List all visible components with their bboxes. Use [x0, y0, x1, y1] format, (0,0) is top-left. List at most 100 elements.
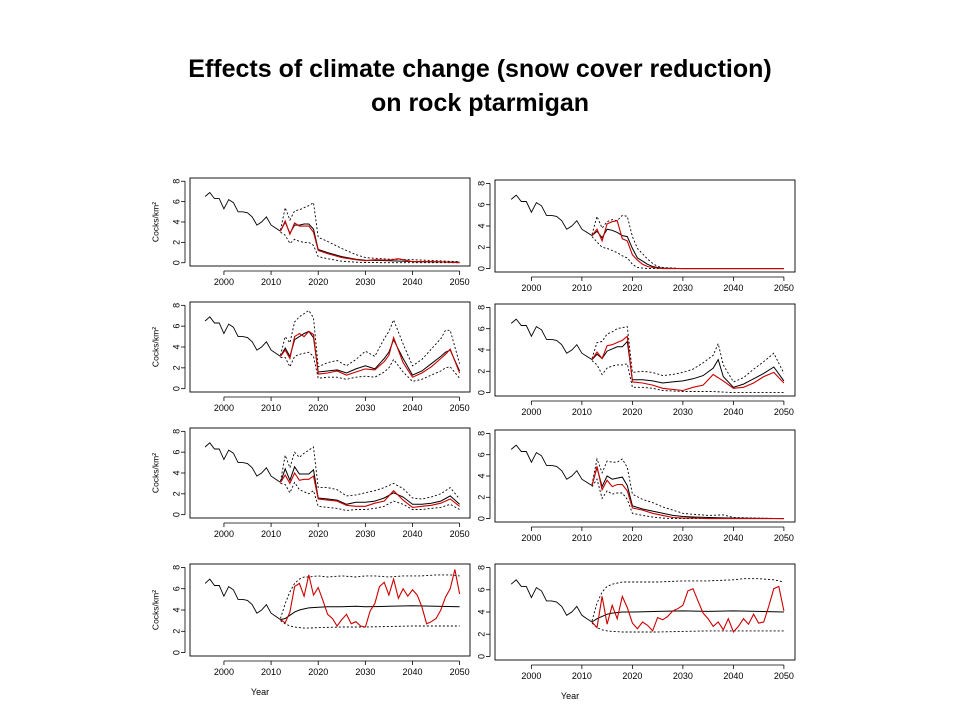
y-tick-label: 4 — [171, 607, 181, 612]
x-axis-label: Year — [251, 687, 269, 697]
y-tick-label: 0 — [171, 512, 181, 517]
chart-svg: 2000 2010 2020 2030 2040 2050 0 2 4 6 8 — [476, 179, 796, 293]
y-tick-label: 0 — [476, 266, 486, 271]
observed-line — [204, 442, 281, 483]
observed-line — [204, 578, 281, 620]
chart-panel-row3-right: 2000 2010 2020 2030 2040 2050 0 2 4 6 8 — [476, 422, 810, 557]
x-tick-label: 2020 — [308, 403, 328, 413]
simulation-line — [280, 471, 460, 508]
y-tick-label: 2 — [171, 629, 181, 634]
x-tick-label: 2020 — [308, 529, 328, 539]
x-tick-label: 2040 — [402, 277, 422, 287]
x-tick-label: 2000 — [214, 403, 234, 413]
x-tick-label: 2000 — [521, 407, 541, 417]
chart-svg: 2000 2010 2020 2030 2040 2050 0 2 4 6 8 Cocks/km² — [150, 177, 471, 287]
y-tick-label: 6 — [171, 586, 181, 591]
x-tick-label: 2050 — [774, 283, 794, 293]
x-tick-label: 2010 — [572, 671, 592, 681]
page-title-line1: Effects of climate change (snow cover re… — [188, 55, 772, 83]
x-tick-label: 2030 — [355, 667, 375, 677]
y-axis-label: Cocks/km² — [150, 453, 160, 493]
y-tick-label: 4 — [476, 473, 486, 478]
lower-line — [591, 360, 784, 394]
x-tick-label: 2010 — [261, 277, 281, 287]
y-tick-label: 8 — [476, 565, 486, 570]
y-tick-label: 2 — [476, 369, 486, 374]
chart-svg: 2000 2010 2020 2030 2040 2050 0 2 4 6 8 Cocks/km² — [150, 427, 471, 539]
x-tick-label: 2010 — [572, 407, 592, 417]
chart-panel-row1-left: 2000 2010 2020 2030 2040 2050 0 2 4 6 8 Cocks/km² — [140, 170, 480, 290]
lower-line — [280, 481, 460, 511]
x-tick-label: 2030 — [355, 277, 375, 287]
mean-line — [591, 465, 784, 520]
observed-line — [510, 579, 593, 623]
y-tick-label: 2 — [476, 245, 486, 250]
y-axis-label: Cocks/km² — [150, 590, 160, 630]
simulation-line — [280, 219, 460, 264]
y-tick-label: 6 — [476, 587, 486, 592]
y-tick-label: 6 — [476, 326, 486, 331]
observed-line — [204, 316, 281, 357]
y-axis-label: Cocks/km² — [150, 202, 160, 242]
lower-line — [591, 236, 784, 270]
y-tick-label: 6 — [476, 452, 486, 457]
x-tick-label: 2030 — [355, 529, 375, 539]
chart-panel-row3-left: 2000 2010 2020 2030 2040 2050 0 2 4 6 8 Cocks/km² — [140, 420, 480, 550]
x-tick-label: 2010 — [572, 533, 592, 543]
chart-svg: 2000 2010 2020 2030 2040 2050 0 2 4 6 8 — [476, 429, 796, 543]
y-tick-label: 4 — [476, 223, 486, 228]
simulation-line — [591, 220, 784, 270]
y-tick-label: 0 — [171, 650, 181, 655]
upper-line — [280, 201, 460, 263]
x-tick-label: 2040 — [402, 667, 422, 677]
x-tick-label: 2020 — [308, 277, 328, 287]
x-tick-label: 2030 — [673, 533, 693, 543]
page-title: Effects of climate change (snow cover re… — [0, 52, 960, 120]
x-tick-label: 2020 — [622, 671, 642, 681]
x-tick-label: 2040 — [402, 529, 422, 539]
x-tick-label: 2010 — [261, 403, 281, 413]
chart-panel-row2-right: 2000 2010 2020 2030 2040 2050 0 2 4 6 8 — [476, 296, 810, 431]
plot-frame — [189, 427, 471, 519]
x-tick-label: 2040 — [723, 283, 743, 293]
x-tick-label: 2040 — [723, 671, 743, 681]
upper-line — [591, 457, 784, 520]
plot-frame — [494, 563, 796, 661]
lower-line — [280, 231, 460, 264]
plot-frame — [494, 179, 796, 273]
y-tick-label: 0 — [171, 386, 181, 391]
x-tick-label: 2000 — [521, 671, 541, 681]
chart-panel-row2-left: 2000 2010 2020 2030 2040 2050 0 2 4 6 8 Cocks/km² — [140, 294, 480, 424]
mean-line — [591, 610, 784, 623]
x-tick-label: 2000 — [521, 283, 541, 293]
x-tick-label: 2030 — [355, 403, 375, 413]
y-tick-label: 4 — [171, 219, 181, 224]
upper-line — [280, 446, 460, 500]
upper-line — [591, 326, 785, 383]
x-tick-label: 2050 — [774, 533, 794, 543]
x-tick-label: 2020 — [622, 407, 642, 417]
lower-line — [280, 351, 460, 382]
mean-line — [280, 330, 461, 376]
x-tick-label: 2010 — [261, 667, 281, 677]
lower-line — [591, 622, 784, 633]
y-tick-label: 2 — [476, 632, 486, 637]
x-axis-label: Year — [561, 691, 579, 701]
x-tick-label: 2000 — [214, 277, 234, 287]
chart-panel-row4-left: 2000 2010 2020 2030 2040 2050 0 2 4 6 8 Cocks/km² Ye… — [140, 556, 480, 711]
x-tick-label: 2000 — [214, 667, 234, 677]
observed-line — [510, 318, 593, 360]
y-tick-label: 0 — [476, 390, 486, 395]
x-tick-label: 2010 — [572, 283, 592, 293]
y-tick-label: 2 — [171, 491, 181, 496]
y-tick-label: 8 — [476, 431, 486, 436]
chart-svg: 2000 2010 2020 2030 2040 2050 0 2 4 6 8 Cocks/km² — [150, 301, 471, 413]
y-tick-label: 8 — [171, 179, 181, 184]
chart-svg: 2000 2010 2020 2030 2040 2050 0 2 4 6 8 — [476, 303, 796, 417]
x-tick-label: 2050 — [774, 407, 794, 417]
plot-frame — [189, 177, 471, 267]
x-tick-label: 2050 — [450, 277, 470, 287]
observed-line — [510, 444, 593, 486]
simulation-line — [280, 330, 461, 378]
y-tick-label: 2 — [171, 365, 181, 370]
